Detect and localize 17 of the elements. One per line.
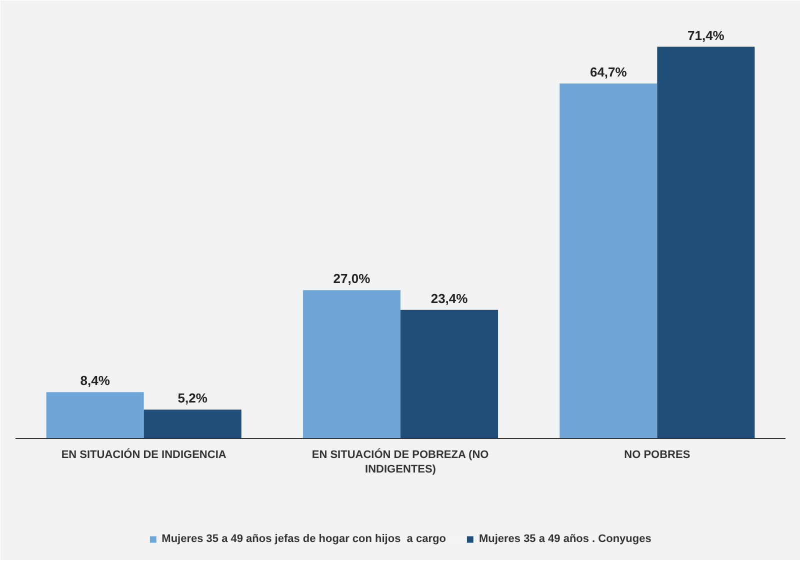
data-label: 8,4% xyxy=(80,373,110,388)
bar xyxy=(302,290,400,438)
x-tick-label: EN SITUACIÓN DE INDIGENCIA xyxy=(61,448,226,462)
bar xyxy=(144,410,242,438)
bar xyxy=(657,46,755,438)
data-label: 71,4% xyxy=(688,28,725,43)
bar xyxy=(46,392,144,438)
data-label: 27,0% xyxy=(333,271,371,286)
data-label: 64,7% xyxy=(590,64,628,80)
legend-label: Mujeres 35 a 49 años jefas de hogar con hijos a cargo xyxy=(162,533,446,545)
legend-label: Mujeres 35 a 49 años . Conyuges xyxy=(478,533,652,545)
x-tick-label: EN SITUACIÓN DE POBREZA (NO INDIGENTES) xyxy=(312,448,490,476)
bar xyxy=(400,310,498,438)
data-label: 5,2% xyxy=(178,390,208,406)
x-tick-label: NO POBRES xyxy=(624,449,690,462)
bar xyxy=(560,84,658,438)
data-label: 23,4% xyxy=(430,290,468,306)
